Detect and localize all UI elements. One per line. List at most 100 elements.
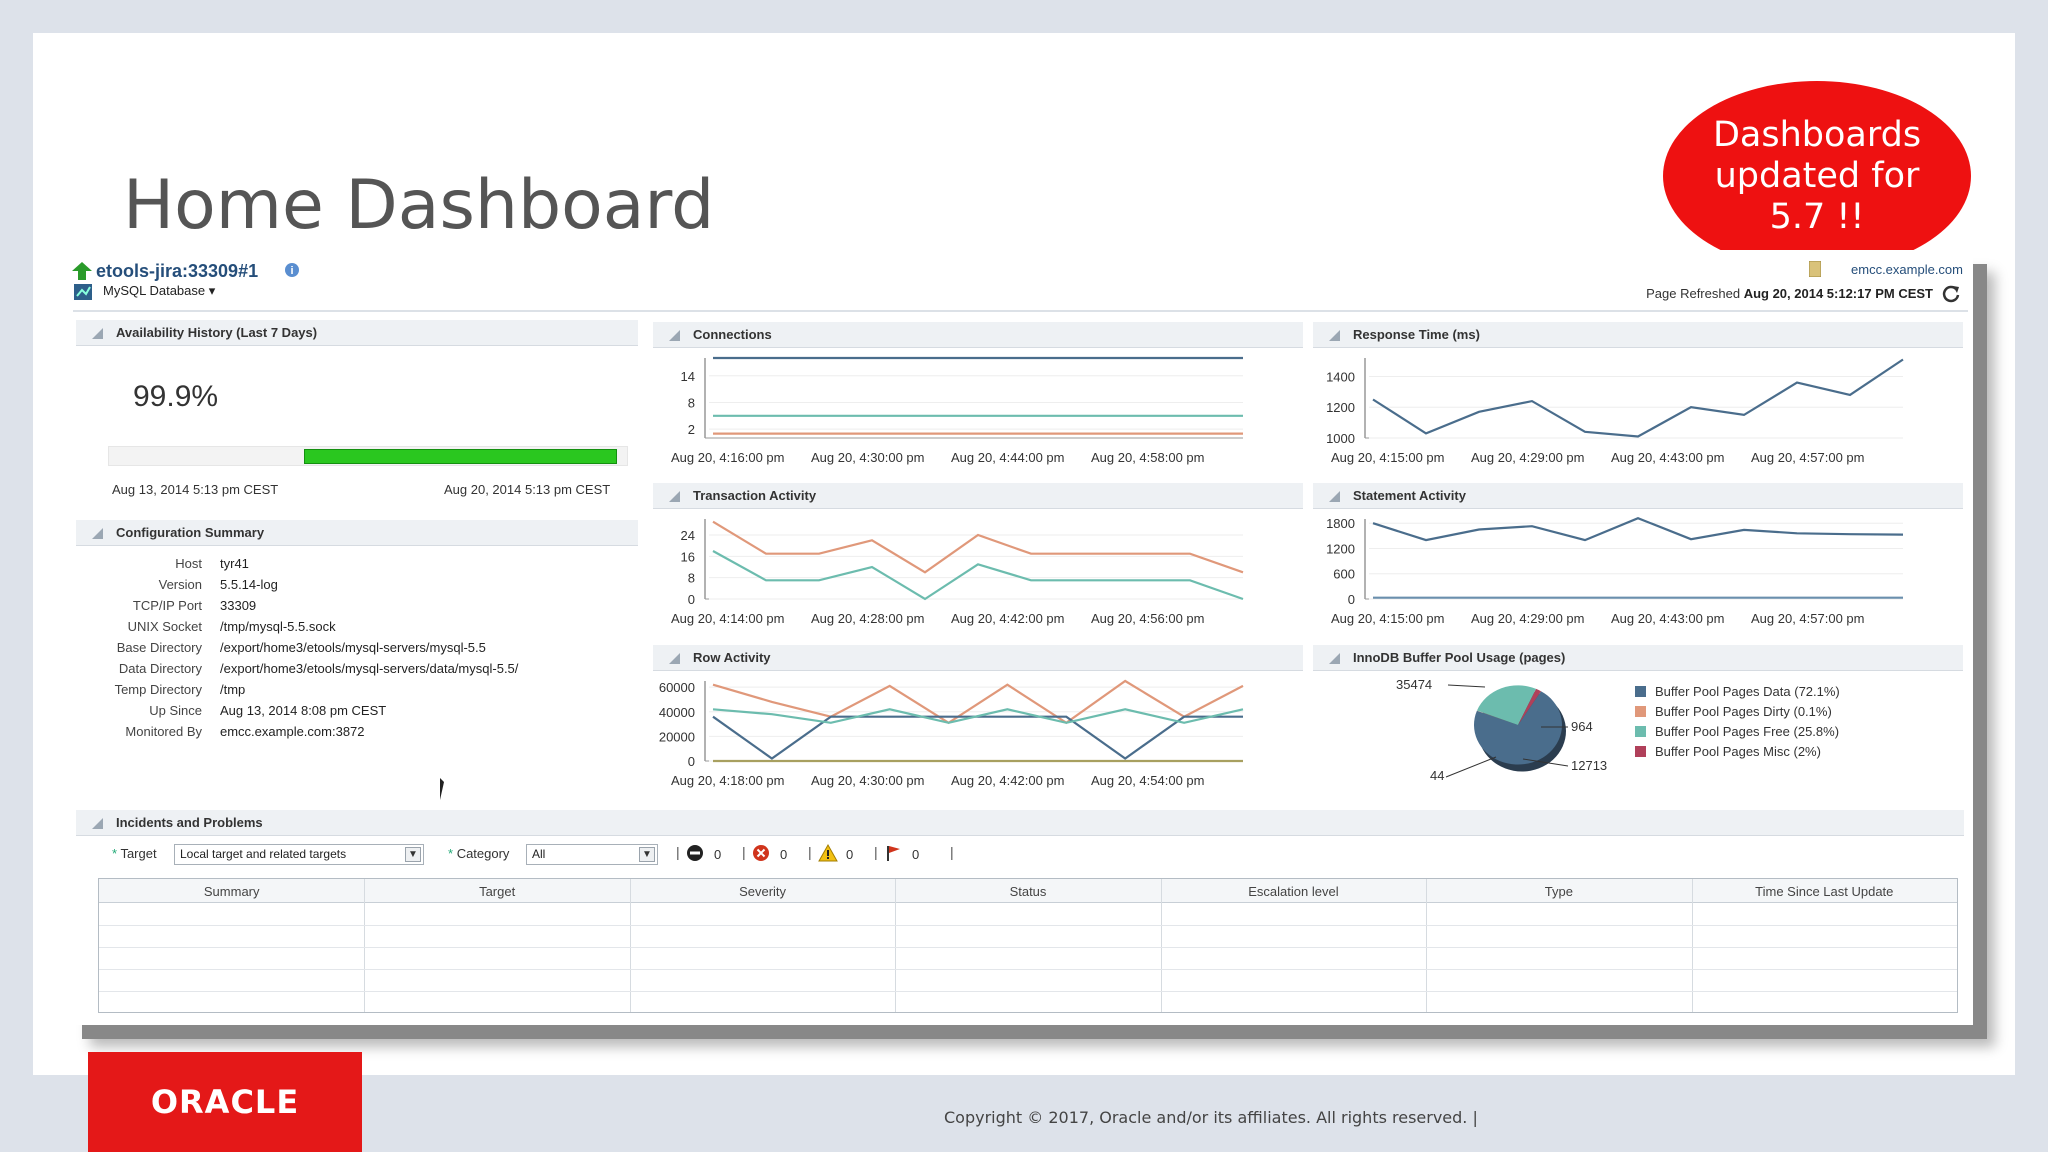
response-header[interactable]: Response Time (ms)	[1313, 322, 1963, 348]
refresh-icon[interactable]	[1941, 284, 1961, 304]
column-divider	[1160, 879, 1162, 1012]
column-header[interactable]: Severity	[629, 879, 896, 903]
oracle-logo: ORACLE	[88, 1052, 362, 1152]
rows-header[interactable]: Row Activity	[653, 645, 1303, 671]
x-tick-label: Aug 20, 4:18:00 pm	[671, 773, 784, 788]
config-value: /export/home3/etools/mysql-servers/data/…	[220, 661, 519, 676]
pie-value-label: 964	[1571, 719, 1593, 734]
required-marker: *	[112, 846, 118, 861]
config-key: Version	[158, 577, 202, 592]
transactions-header[interactable]: Transaction Activity	[653, 483, 1303, 509]
warning-icon[interactable]	[818, 843, 838, 867]
collapse-icon[interactable]	[669, 491, 680, 502]
x-tick-label: Aug 20, 4:30:00 pm	[811, 773, 924, 788]
refreshed-value: Aug 20, 2014 5:12:17 PM CEST	[1743, 286, 1933, 301]
config-key: UNIX Socket	[127, 619, 202, 634]
y-tick-label: 1000	[1326, 431, 1355, 446]
legend-label: Buffer Pool Pages Misc (2%)	[1655, 744, 1821, 759]
collapse-icon[interactable]	[92, 528, 103, 539]
column-header[interactable]: Target	[364, 879, 630, 903]
collapse-icon[interactable]	[1329, 491, 1340, 502]
x-tick-label: Aug 20, 4:43:00 pm	[1611, 450, 1724, 465]
config-key: Base Directory	[116, 640, 202, 655]
x-tick-label: Aug 20, 4:43:00 pm	[1611, 611, 1724, 626]
host-link[interactable]: emcc.example.com	[1851, 262, 1963, 277]
separator: |	[676, 844, 680, 860]
refreshed-label: Page Refreshed	[1646, 286, 1741, 301]
legend-swatch	[1635, 746, 1646, 757]
severity-count: 0	[780, 847, 788, 862]
x-tick-label: Aug 20, 4:54:00 pm	[1091, 773, 1204, 788]
y-tick-label: 1800	[1326, 516, 1355, 531]
series-line	[712, 550, 1244, 601]
legend-label: Buffer Pool Pages Free (25.8%)	[1655, 724, 1839, 739]
y-tick-label: 1200	[1326, 541, 1355, 556]
collapse-icon[interactable]	[1329, 653, 1340, 664]
info-icon[interactable]: i	[284, 262, 300, 278]
column-header[interactable]: Status	[895, 879, 1161, 903]
availability-end: Aug 20, 2014 5:13 pm CEST	[444, 482, 611, 497]
target-label-text: Target	[120, 846, 157, 861]
critical-icon[interactable]	[752, 844, 770, 867]
x-tick-label: Aug 20, 4:15:00 pm	[1331, 611, 1444, 626]
severity-count: 0	[846, 847, 854, 862]
availability-title: Availability History (Last 7 Days)	[116, 325, 318, 340]
config-key: Host	[175, 556, 202, 571]
select-arrow-icon[interactable]: ▼	[639, 847, 655, 862]
escalated-flag-icon[interactable]	[884, 844, 902, 867]
column-header[interactable]: Type	[1426, 879, 1692, 903]
x-tick-label: Aug 20, 4:28:00 pm	[811, 611, 924, 626]
x-tick-label: Aug 20, 4:14:00 pm	[671, 611, 784, 626]
availability-percent: 99.9%	[133, 380, 219, 413]
config-header[interactable]: Configuration Summary	[76, 520, 638, 546]
y-tick-label: 0	[688, 592, 695, 607]
availability-start: Aug 13, 2014 5:13 pm CEST	[112, 482, 279, 497]
availability-header[interactable]: Availability History (Last 7 Days)	[76, 320, 638, 346]
collapse-icon[interactable]	[669, 330, 680, 341]
y-tick-label: 60000	[659, 680, 695, 695]
collapse-icon[interactable]	[92, 818, 103, 829]
config-key: TCP/IP Port	[132, 598, 202, 613]
separator: |	[742, 844, 746, 860]
incidents-header[interactable]: Incidents and Problems	[76, 810, 1964, 836]
collapse-icon[interactable]	[92, 328, 103, 339]
collapse-icon[interactable]	[1329, 330, 1340, 341]
column-divider	[364, 879, 366, 1012]
y-tick-label: 1200	[1326, 400, 1355, 415]
config-key: Data Directory	[118, 661, 202, 676]
column-header[interactable]: Time Since Last Update	[1691, 879, 1957, 903]
x-tick-label: Aug 20, 4:44:00 pm	[951, 450, 1064, 465]
copyright: Copyright © 2017, Oracle and/or its affi…	[944, 1108, 1478, 1127]
category-select[interactable]: All ▼	[526, 844, 658, 865]
mouse-cursor-icon	[440, 778, 444, 800]
series-line	[712, 520, 1244, 574]
target-type-menu[interactable]: MySQL Database ▾	[103, 283, 215, 299]
availability-bar	[108, 446, 628, 466]
connections-title: Connections	[693, 327, 772, 342]
column-header[interactable]: Summary	[99, 879, 365, 903]
category-filter-label: * Category	[448, 846, 509, 861]
statements-chart: 1800 1200 600 0 Aug 20, 4:15:00 pm Aug 20, 4:…	[1326, 516, 1904, 626]
pie-value-label: 12713	[1571, 758, 1607, 773]
document-icon	[1809, 261, 1821, 277]
pie-leader-line	[1447, 684, 1486, 688]
callout-bubble: Dashboards updated for 5.7 !!	[1663, 81, 1971, 271]
innodb-header[interactable]: InnoDB Buffer Pool Usage (pages)	[1313, 645, 1963, 671]
category-select-value: All	[532, 847, 546, 861]
column-header[interactable]: Escalation level	[1160, 879, 1427, 903]
y-tick-label: 16	[681, 549, 695, 564]
target-name[interactable]: etools-jira:33309#1	[96, 261, 259, 281]
x-tick-label: Aug 20, 4:57:00 pm	[1751, 450, 1864, 465]
separator: |	[874, 844, 878, 860]
select-arrow-icon[interactable]: ▼	[405, 847, 421, 862]
connections-header[interactable]: Connections	[653, 322, 1303, 348]
legend-swatch	[1635, 686, 1646, 697]
target-select[interactable]: Local target and related targets ▼	[174, 844, 424, 865]
x-tick-label: Aug 20, 4:56:00 pm	[1091, 611, 1204, 626]
collapse-icon[interactable]	[669, 653, 680, 664]
statements-title: Statement Activity	[1353, 488, 1466, 503]
dropdown-arrow-icon: ▾	[208, 283, 216, 298]
statements-header[interactable]: Statement Activity	[1313, 483, 1963, 509]
series-line	[1372, 517, 1904, 542]
fatal-icon[interactable]	[686, 844, 704, 867]
